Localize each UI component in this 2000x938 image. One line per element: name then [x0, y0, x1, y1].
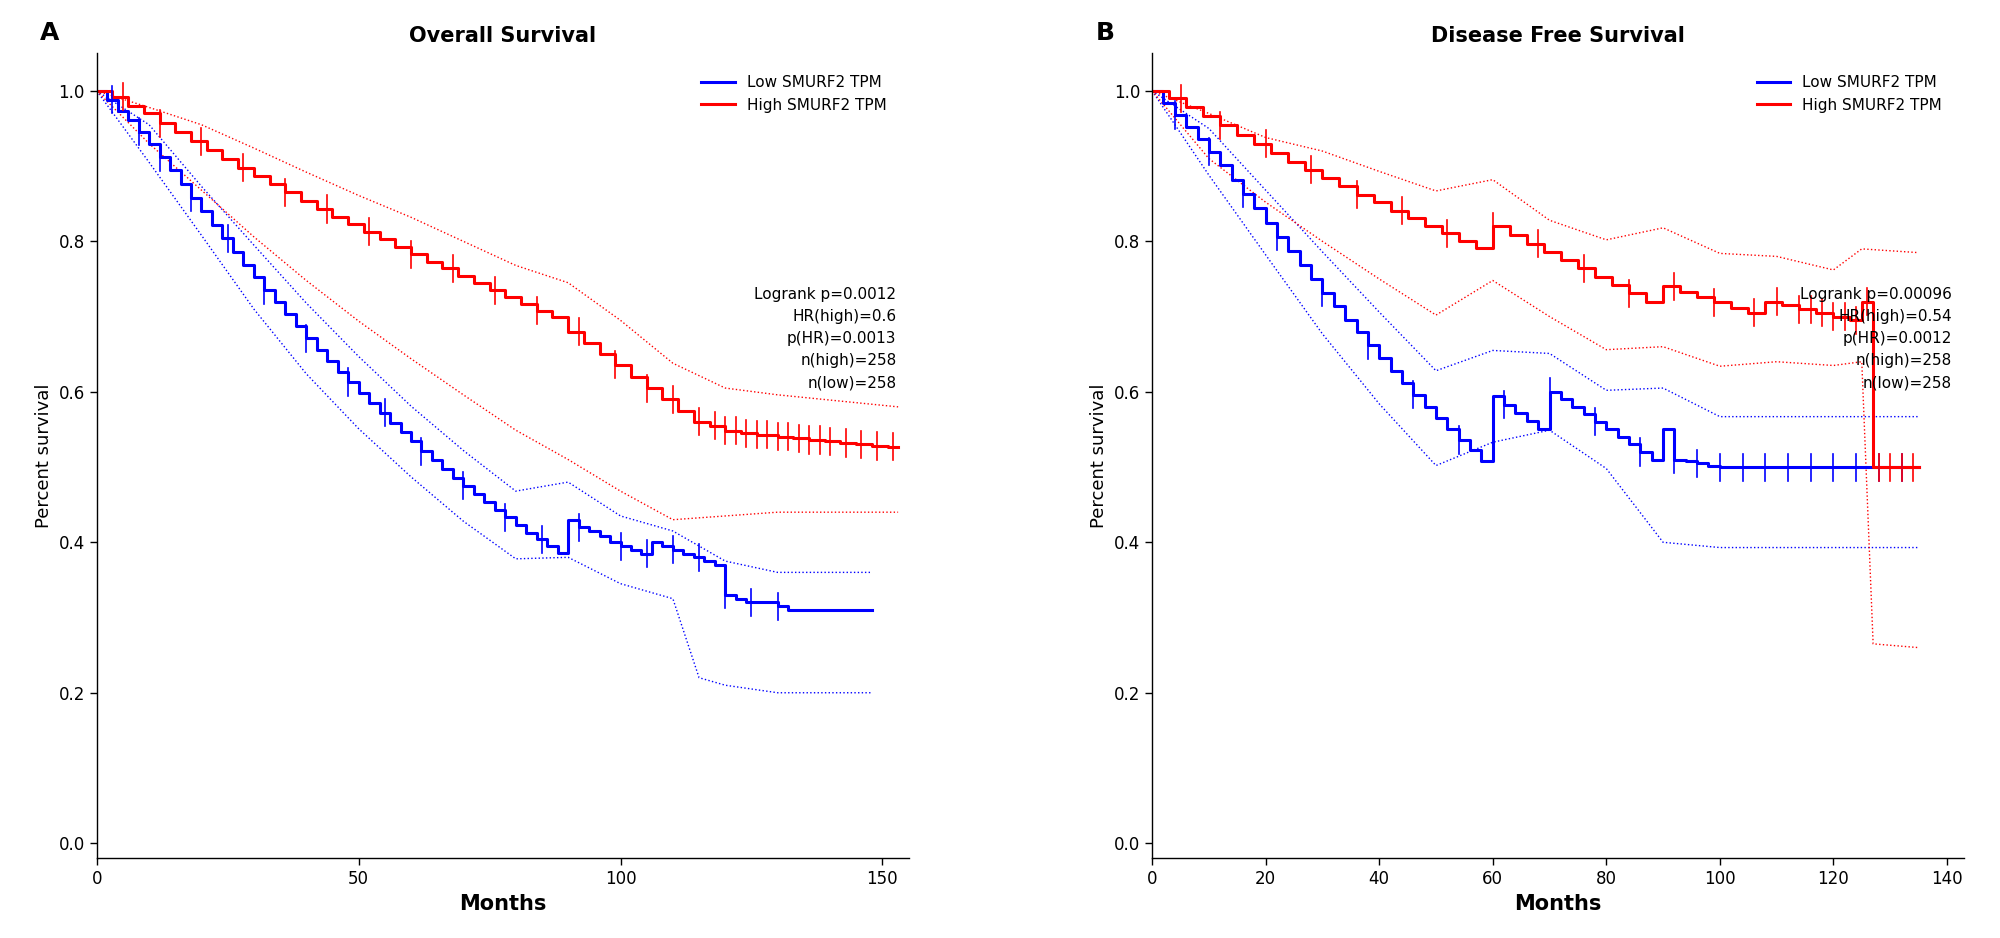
Text: Logrank p=0.0012
HR(high)=0.6
p(HR)=0.0013
n(high)=258
n(low)=258: Logrank p=0.0012 HR(high)=0.6 p(HR)=0.00…: [754, 287, 896, 390]
Text: B: B: [1096, 21, 1114, 45]
Legend: Low SMURF2 TPM, High SMURF2 TPM: Low SMURF2 TPM, High SMURF2 TPM: [1750, 69, 1948, 119]
X-axis label: Months: Months: [1514, 894, 1602, 914]
Y-axis label: Percent survival: Percent survival: [1090, 384, 1108, 528]
Text: A: A: [40, 21, 60, 45]
Title: Disease Free Survival: Disease Free Survival: [1432, 26, 1684, 46]
Title: Overall Survival: Overall Survival: [410, 26, 596, 46]
Legend: Low SMURF2 TPM, High SMURF2 TPM: Low SMURF2 TPM, High SMURF2 TPM: [696, 69, 892, 119]
Text: Logrank p=0.00096
HR(high)=0.54
p(HR)=0.0012
n(high)=258
n(low)=258: Logrank p=0.00096 HR(high)=0.54 p(HR)=0.…: [1800, 287, 1952, 390]
Y-axis label: Percent survival: Percent survival: [34, 384, 52, 528]
X-axis label: Months: Months: [458, 894, 546, 914]
